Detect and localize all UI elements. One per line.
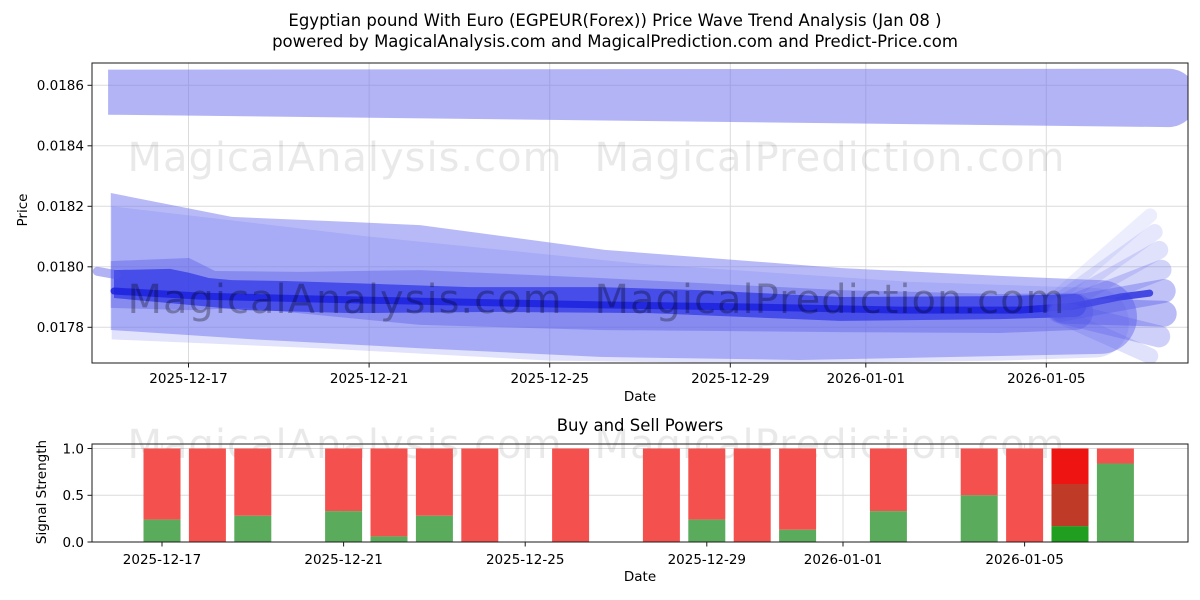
price-ytick-label: 0.0178 [37,320,84,336]
figure-title-line1: Egyptian pound With Euro (EGPEUR(Forex))… [288,11,941,30]
sell-bar [370,448,408,537]
signal-xtick-label: 2026-01-01 [804,552,882,568]
watermark-analysis: MagicalAnalysis.com [127,135,562,181]
sell-bar [869,448,907,512]
price-ytick-label: 0.0184 [37,139,84,155]
buy-bar [234,515,272,542]
price-bands [92,68,1188,363]
sell-bar [779,448,817,530]
band-upper-strip [108,68,1188,128]
buy-bar [325,511,363,542]
forecast-flare [1047,279,1176,322]
signal-bar-segment [1051,526,1089,542]
sell-bar [688,448,726,520]
price-xtick-label: 2026-01-01 [827,371,905,387]
sell-bar [552,448,590,542]
buy-bar [960,495,998,542]
forecast-flare [1047,305,1159,363]
generated-chart-layers: MagicalAnalysis.com MagicalPrediction.com… [37,62,1189,568]
buy-bar [415,515,453,542]
signal-ytick-label: 0.0 [63,535,84,551]
sell-bar [733,448,771,542]
static-labels: Egyptian pound With Euro (EGPEUR(Forex))… [15,11,958,585]
sell-bar [143,448,181,520]
signal-axis-label: Signal Strength [34,440,50,544]
sell-bar [960,448,998,496]
signal-xtick-label: 2025-12-29 [668,552,746,568]
buy-bar [370,536,408,542]
price-xtick-label: 2025-12-29 [691,371,769,387]
sell-bar [1096,448,1134,464]
forecast-flare [1039,208,1158,314]
signal-xaxis-label: Date [624,569,656,585]
watermark-row-mid: MagicalAnalysis.com MagicalPrediction.com [127,277,1066,323]
price-axis-label: Price [15,194,31,227]
forecast-flare [1048,301,1171,348]
figure-title-line2: powered by MagicalAnalysis.com and Magic… [272,32,958,51]
buy-bar [688,519,726,542]
sell-bar [234,448,272,516]
signal-xtick-label: 2026-01-05 [985,552,1063,568]
signal-bar-segment [1051,448,1089,484]
signal-plot-border [91,443,1189,543]
band-fringe [111,206,1129,363]
signal-bar-segment [1051,484,1089,527]
watermark-prediction: MagicalPrediction.com [595,135,1066,181]
forecast-flare [1049,259,1172,320]
watermark-row-top: MagicalAnalysis.com MagicalPrediction.com [127,135,1066,181]
sell-bar [415,448,453,516]
watermark-analysis: MagicalAnalysis.com [127,277,562,323]
sell-bar [642,448,680,542]
signal-ytick-label: 1.0 [63,441,84,457]
forecast-flare [1042,224,1163,315]
buy-bar [779,529,817,542]
buy-bar [143,519,181,542]
price-ytick-label: 0.0180 [37,260,84,276]
forecast-flare [92,266,121,280]
signal-xtick-label: 2025-12-21 [304,552,382,568]
sell-bar [1006,448,1044,542]
watermark-prediction: MagicalPrediction.com [595,277,1066,323]
signal-xtick-label: 2025-12-17 [123,552,201,568]
price-plot-border [91,62,1189,364]
signal-axes: 1.0 0.5 0.0 2025-12-17 2025-12-21 2025-12-25 2… [63,441,1189,568]
price-ytick-label: 0.0186 [37,78,84,94]
price-xtick-label: 2025-12-17 [149,371,227,387]
signal-chart-title: Buy and Sell Powers [557,416,724,435]
sell-bar [188,448,226,542]
buy-bar [869,511,907,542]
price-xtick-label: 2025-12-21 [330,371,408,387]
buy-bar [1096,463,1134,542]
forecast-flare [1046,240,1169,317]
signal-bars [143,448,1134,542]
price-xtick-label: 2025-12-25 [510,371,588,387]
forecast-flare [1051,297,1177,327]
median-line [110,287,1154,314]
price-axes: 0.0186 0.0184 0.0182 0.0180 0.0178 2025-12-17… [37,62,1189,387]
price-ytick-label: 0.0182 [37,199,84,215]
sell-bar [461,448,499,542]
price-xaxis-label: Date [624,389,656,405]
signal-ytick-label: 0.5 [63,488,84,504]
sell-bar [325,448,363,512]
signal-xtick-label: 2025-12-25 [486,552,564,568]
price-xtick-label: 2026-01-05 [1007,371,1085,387]
